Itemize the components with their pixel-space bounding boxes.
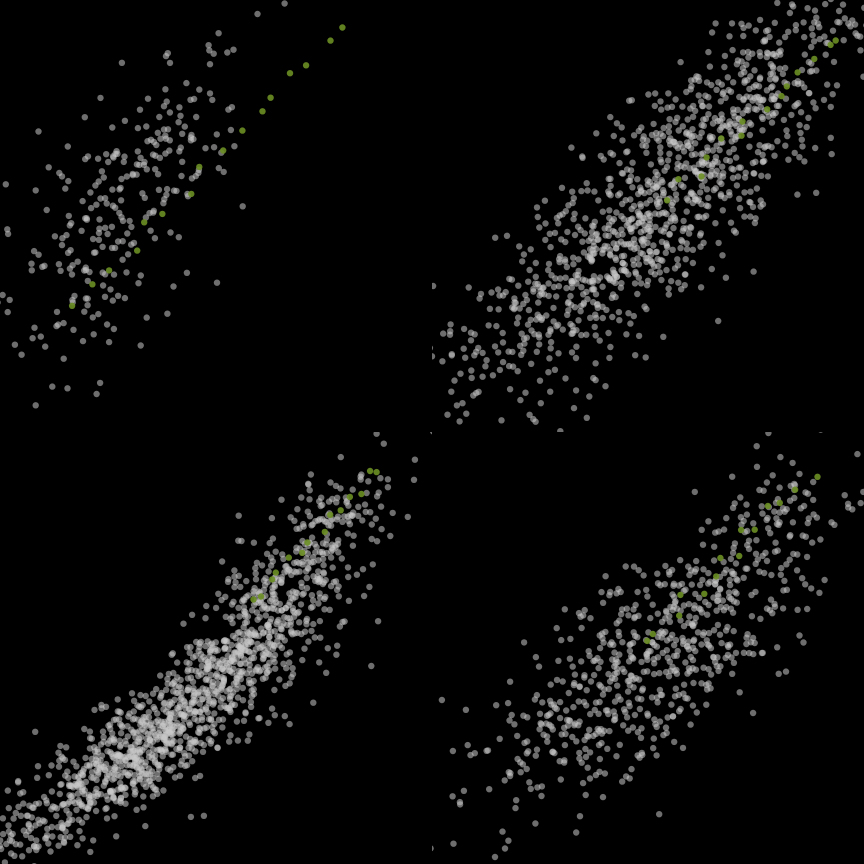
scatter-panel-top-left xyxy=(0,0,432,432)
scatter-panel-bottom-right xyxy=(432,432,864,864)
scatter-svg-top-right xyxy=(432,0,864,432)
scatter-grid xyxy=(0,0,864,864)
scatter-svg-bottom-right xyxy=(432,432,864,864)
scatter-svg-bottom-left xyxy=(0,432,432,864)
scatter-svg-top-left xyxy=(0,0,432,432)
scatter-panel-bottom-left xyxy=(0,432,432,864)
scatter-panel-top-right xyxy=(432,0,864,432)
